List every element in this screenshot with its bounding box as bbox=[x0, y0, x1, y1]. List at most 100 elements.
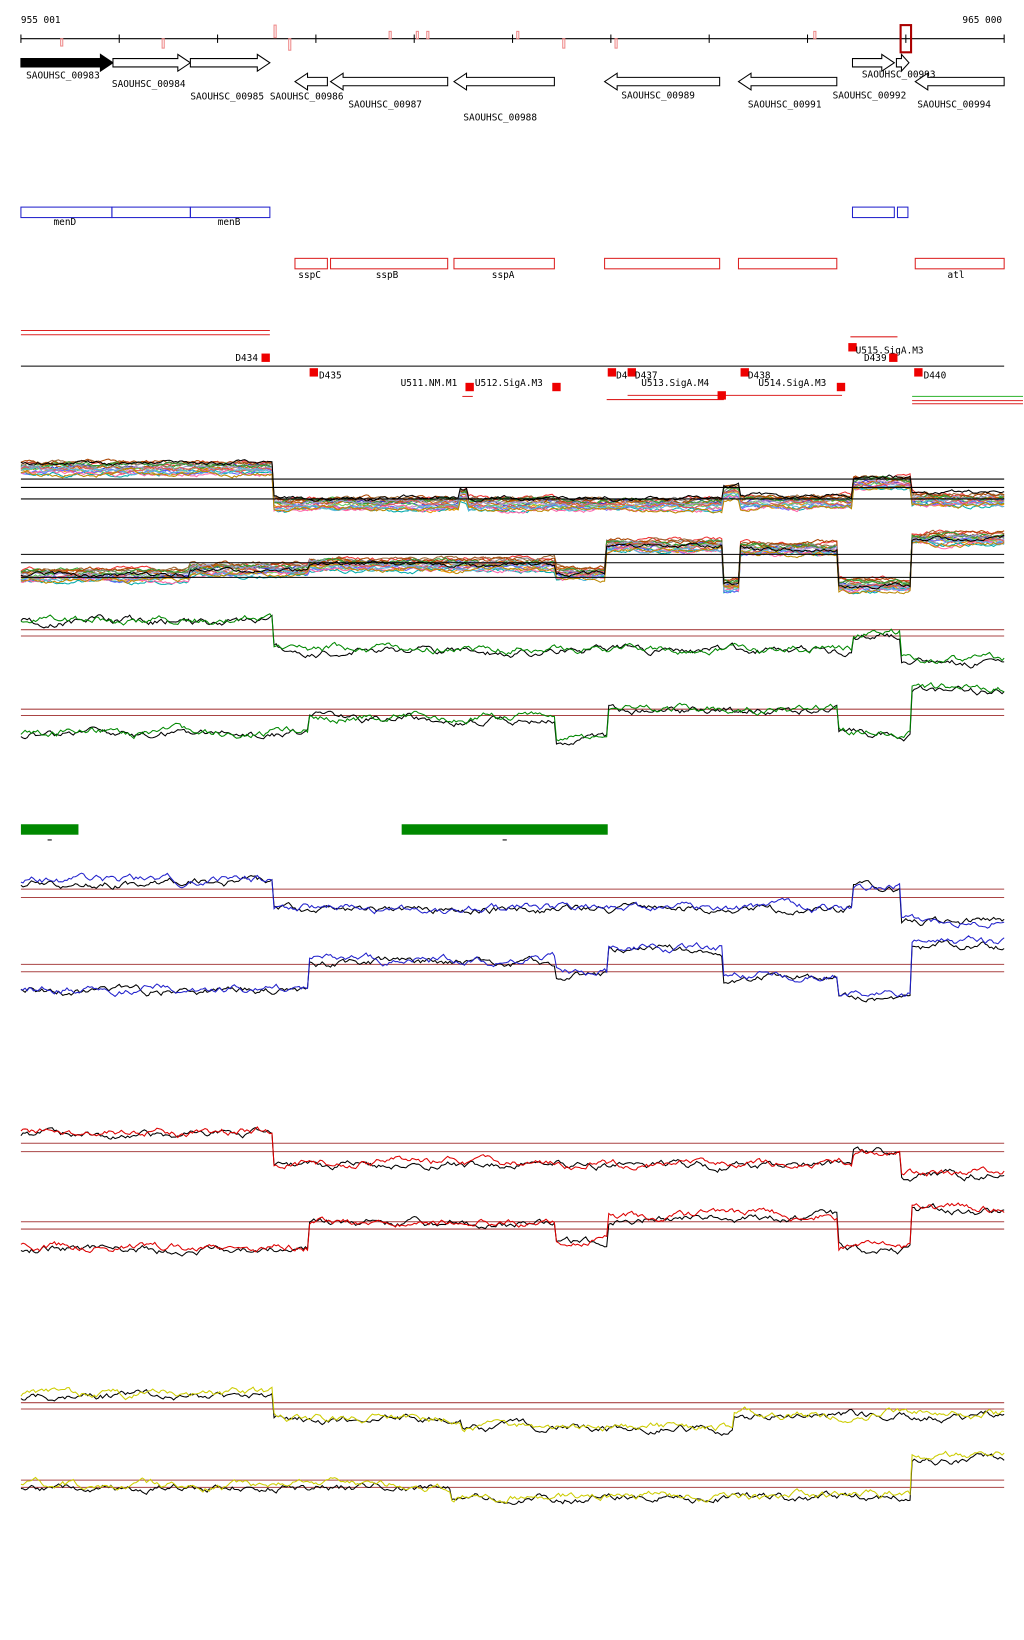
bundle-trace bbox=[20, 540, 1005, 595]
site-label: U512.SigA.M3 bbox=[475, 378, 543, 389]
ruler-mark bbox=[288, 38, 292, 51]
blue-feature bbox=[896, 206, 909, 219]
site-marker bbox=[836, 382, 846, 392]
ruler-mark bbox=[388, 30, 392, 40]
ruler-mark bbox=[426, 30, 430, 40]
gene-arrow bbox=[294, 72, 328, 91]
gene-arrow bbox=[20, 53, 114, 73]
red-feature bbox=[330, 257, 449, 270]
site-label: D4 bbox=[616, 371, 628, 382]
red-feature-label: atl bbox=[948, 270, 965, 281]
site-marker bbox=[465, 382, 474, 392]
gene-arrow bbox=[112, 53, 192, 73]
blue-feature bbox=[851, 206, 895, 219]
profile-trace bbox=[20, 875, 1005, 927]
blue-feature bbox=[189, 206, 271, 219]
site-label: D435 bbox=[319, 371, 342, 382]
gene-label: SAOUHSC_00983 bbox=[26, 70, 100, 81]
profile-trace bbox=[20, 614, 1005, 669]
gene-label: SAOUHSC_00987 bbox=[348, 100, 422, 111]
red-feature bbox=[914, 257, 1005, 270]
gene-arrow bbox=[914, 72, 1005, 91]
profile-trace bbox=[20, 681, 1005, 742]
site-marker bbox=[627, 368, 636, 377]
blue-feature bbox=[111, 206, 191, 219]
site-label: D439 bbox=[864, 353, 887, 364]
ruler-mark bbox=[562, 38, 566, 49]
gene-arrow bbox=[737, 72, 838, 91]
ruler-mark bbox=[415, 30, 419, 40]
profile-trace bbox=[20, 1452, 1005, 1505]
ruler-mark bbox=[899, 24, 913, 54]
gene-label: SAOUHSC_00989 bbox=[621, 90, 695, 101]
gene-arrow bbox=[329, 72, 449, 91]
red-feature-label: sspC bbox=[298, 270, 321, 281]
gene-label: SAOUHSC_00988 bbox=[463, 112, 537, 123]
bundle-trace bbox=[20, 467, 1005, 512]
red-feature bbox=[604, 257, 721, 270]
gene-arrow bbox=[189, 53, 271, 73]
bundle-trace bbox=[20, 465, 1005, 511]
site-marker bbox=[740, 368, 749, 377]
ruler-start: 955 001 bbox=[21, 15, 61, 26]
profile-trace bbox=[20, 1202, 1005, 1254]
gene-label: SAOUHSC_00985 bbox=[190, 91, 264, 102]
bundle-trace bbox=[20, 467, 1005, 514]
ruler-mark bbox=[516, 30, 520, 40]
profile-trace bbox=[20, 872, 1005, 929]
gene-label: SAOUHSC_00992 bbox=[833, 90, 907, 101]
profile-trace bbox=[20, 1389, 1005, 1436]
blue-feature-label: menB bbox=[218, 217, 241, 228]
site-marker bbox=[717, 391, 726, 400]
site-marker bbox=[848, 343, 857, 352]
red-feature-label: sspB bbox=[376, 270, 399, 281]
ruler-mark bbox=[161, 38, 165, 49]
profile-trace bbox=[20, 1450, 1005, 1504]
profile-trace bbox=[20, 939, 1005, 1003]
profile-trace bbox=[20, 1386, 1005, 1433]
gene-arrow bbox=[851, 53, 896, 73]
green-bar bbox=[401, 824, 608, 835]
profile-trace bbox=[20, 935, 1005, 998]
ruler-mark bbox=[273, 24, 277, 39]
bundle-trace bbox=[20, 458, 1005, 505]
site-label: U511.NM.M1 bbox=[401, 378, 458, 389]
site-marker bbox=[914, 368, 923, 377]
gene-arrow bbox=[603, 72, 721, 91]
site-label: U513.SigA.M4 bbox=[641, 378, 709, 389]
gene-label: SAOUHSC_00991 bbox=[748, 100, 822, 111]
site-label: D438 bbox=[748, 371, 771, 382]
site-marker bbox=[607, 368, 617, 377]
blue-feature-label: menD bbox=[54, 217, 77, 228]
gene-label: SAOUHSC_00994 bbox=[917, 100, 991, 111]
ruler-end: 965 000 bbox=[962, 15, 1002, 26]
red-feature-label: sspA bbox=[492, 270, 515, 281]
site-label: U515.SigA.M3 bbox=[856, 346, 924, 357]
site-marker bbox=[889, 353, 898, 362]
red-feature bbox=[737, 257, 838, 270]
browser-content: 955 001 965 000 SAOUHSC_00983 SAOUHSC_009… bbox=[20, 15, 1023, 1505]
ruler-mark bbox=[813, 30, 817, 40]
gene-arrow bbox=[453, 72, 555, 91]
site-label: D437 bbox=[635, 371, 658, 382]
gene-arrow bbox=[895, 53, 910, 73]
bundle-trace bbox=[20, 534, 1005, 590]
profile-trace bbox=[20, 1202, 1005, 1257]
site-label: D434 bbox=[235, 353, 258, 364]
profile-trace bbox=[20, 1126, 1005, 1177]
ruler-mark bbox=[60, 38, 64, 47]
green-bar bbox=[20, 824, 79, 835]
red-feature bbox=[453, 257, 555, 270]
gene-label: SAOUHSC_00984 bbox=[112, 79, 186, 90]
site-marker bbox=[552, 382, 561, 392]
gene-label: SAOUHSC_00993 bbox=[862, 69, 936, 80]
red-feature bbox=[294, 257, 328, 270]
profile-trace bbox=[20, 613, 1005, 665]
profile-trace bbox=[20, 1126, 1005, 1182]
site-marker bbox=[261, 353, 270, 362]
gene-label: SAOUHSC_00986 bbox=[270, 91, 344, 102]
site-label: D440 bbox=[924, 371, 947, 382]
ruler-mark bbox=[614, 38, 618, 49]
